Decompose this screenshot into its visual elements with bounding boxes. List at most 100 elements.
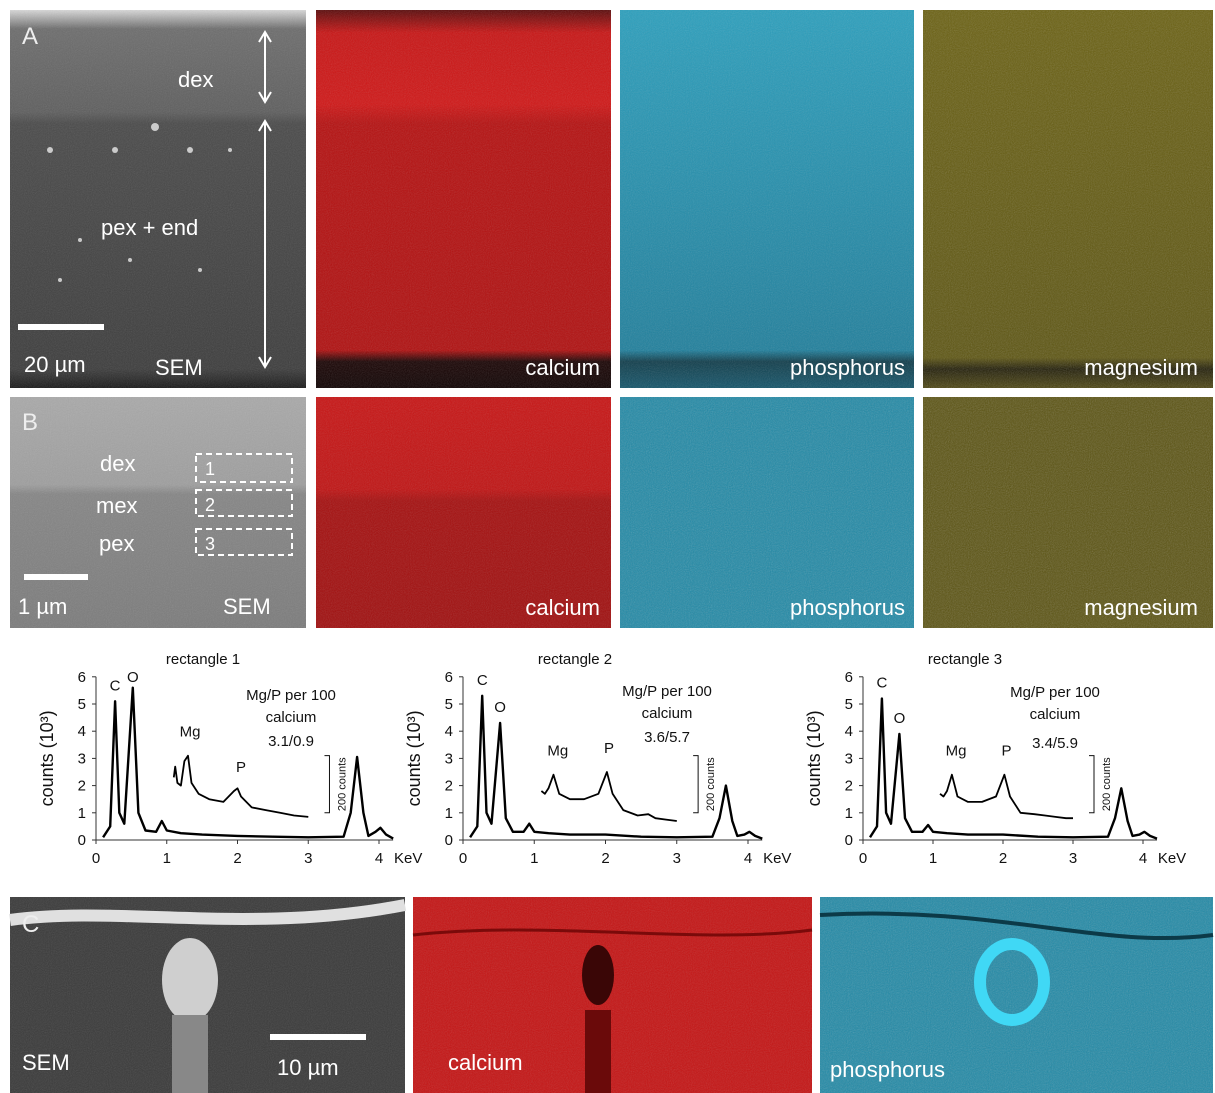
scale-label: 20 µm (24, 352, 86, 377)
map-label: magnesium (1084, 355, 1198, 380)
scale-bracket (324, 756, 329, 813)
image-label: SEM (155, 355, 203, 380)
spectra: 012345601234KeVcounts (10³)rectangle 1Mg… (37, 651, 1186, 867)
y-tick-label: 0 (445, 832, 453, 849)
x-axis-label: KeV (1158, 850, 1186, 867)
region-label: dex (100, 451, 135, 476)
region-label: pex (99, 531, 134, 556)
spectrum-line (940, 775, 1073, 819)
x-axis-label: KeV (394, 850, 422, 867)
peak-label: O (494, 699, 506, 716)
scale-bracket (693, 756, 698, 813)
scale-bracket (1089, 756, 1094, 813)
x-tick-label: 2 (233, 850, 241, 867)
y-axis-label: counts (10³) (37, 710, 57, 806)
spectrum-line (103, 688, 393, 839)
spectrum-line (470, 696, 762, 839)
scale-label: 1 µm (18, 594, 67, 619)
x-tick-label: 3 (304, 850, 312, 867)
map-feature (582, 945, 614, 1005)
y-tick-label: 0 (845, 832, 853, 849)
map-label: phosphorus (790, 355, 905, 380)
box-label: 2 (205, 495, 215, 515)
map-label: calcium (448, 1050, 523, 1075)
x-tick-label: 4 (1139, 850, 1147, 867)
scale-label: 200 counts (1101, 757, 1113, 811)
spectrum-line (870, 699, 1157, 839)
scale-label: 200 counts (705, 757, 717, 811)
peak-label: C (876, 675, 887, 692)
map-feature (585, 1010, 611, 1093)
panel-label: C (22, 911, 39, 938)
y-tick-label: 0 (78, 832, 86, 849)
y-tick-label: 2 (78, 778, 86, 795)
x-tick-label: 4 (375, 850, 383, 867)
y-tick-label: 1 (445, 805, 453, 822)
y-tick-label: 5 (78, 696, 86, 713)
y-axis-label: counts (10³) (804, 710, 824, 806)
annotation: calcium (642, 705, 693, 722)
texture (316, 10, 611, 388)
x-axis-label: KeV (763, 850, 791, 867)
peak-label: P (236, 759, 246, 776)
peak-label: O (127, 669, 139, 686)
x-tick-label: 2 (999, 850, 1007, 867)
peak-label: Mg (180, 724, 201, 741)
image-label: SEM (22, 1050, 70, 1075)
x-tick-label: 0 (92, 850, 100, 867)
y-tick-label: 4 (445, 723, 453, 740)
y-tick-label: 2 (845, 778, 853, 795)
x-tick-label: 3 (1069, 850, 1077, 867)
y-tick-label: 5 (845, 696, 853, 713)
x-tick-label: 1 (530, 850, 538, 867)
texture (620, 10, 914, 388)
scale-label: 200 counts (336, 757, 348, 811)
panel-label: A (22, 23, 38, 50)
annotation: 3.1/0.9 (268, 733, 314, 750)
figure: A dex pex + end 20 µm SEM calcium phosph… (0, 0, 1215, 1093)
x-tick-label: 1 (929, 850, 937, 867)
region-label: pex + end (101, 215, 198, 240)
y-tick-label: 3 (445, 750, 453, 767)
x-tick-label: 2 (601, 850, 609, 867)
x-tick-label: 0 (459, 850, 467, 867)
row-c: C SEM 10 µm calcium phosphorus (10, 897, 1213, 1093)
x-tick-label: 3 (673, 850, 681, 867)
peak-label: C (477, 672, 488, 689)
annotation: 3.4/5.9 (1032, 735, 1078, 752)
texture (316, 397, 611, 628)
texture (923, 10, 1213, 388)
x-tick-label: 4 (744, 850, 752, 867)
peak-label: P (604, 740, 614, 757)
y-axis-label: counts (10³) (404, 710, 424, 806)
box-label: 3 (205, 534, 215, 554)
peak-label: P (1001, 743, 1011, 760)
x-tick-label: 0 (859, 850, 867, 867)
spectrum-line (541, 772, 676, 821)
y-tick-label: 6 (445, 669, 453, 686)
map-label: magnesium (1084, 595, 1198, 620)
texture (923, 397, 1213, 628)
y-tick-label: 5 (445, 696, 453, 713)
scale-label: 10 µm (277, 1055, 339, 1080)
texture (10, 10, 306, 388)
annotation: Mg/P per 100 (1010, 684, 1100, 701)
map-label: phosphorus (830, 1057, 945, 1082)
y-tick-label: 3 (78, 750, 86, 767)
annotation: calcium (1030, 706, 1081, 723)
y-tick-label: 4 (845, 723, 853, 740)
row-b: B dex mex pex 1 2 3 1 µm SEM calcium pho… (10, 397, 1213, 628)
panel-label: B (22, 409, 38, 436)
region-label: mex (96, 493, 138, 518)
y-tick-label: 1 (845, 805, 853, 822)
peak-label: Mg (946, 743, 967, 760)
y-tick-label: 1 (78, 805, 86, 822)
annotation: calcium (266, 709, 317, 726)
y-tick-label: 3 (845, 750, 853, 767)
y-tick-label: 6 (845, 669, 853, 686)
y-tick-label: 4 (78, 723, 86, 740)
region-label: dex (178, 67, 213, 92)
box-label: 1 (205, 459, 215, 479)
image-label: SEM (223, 594, 271, 619)
y-tick-label: 2 (445, 778, 453, 795)
